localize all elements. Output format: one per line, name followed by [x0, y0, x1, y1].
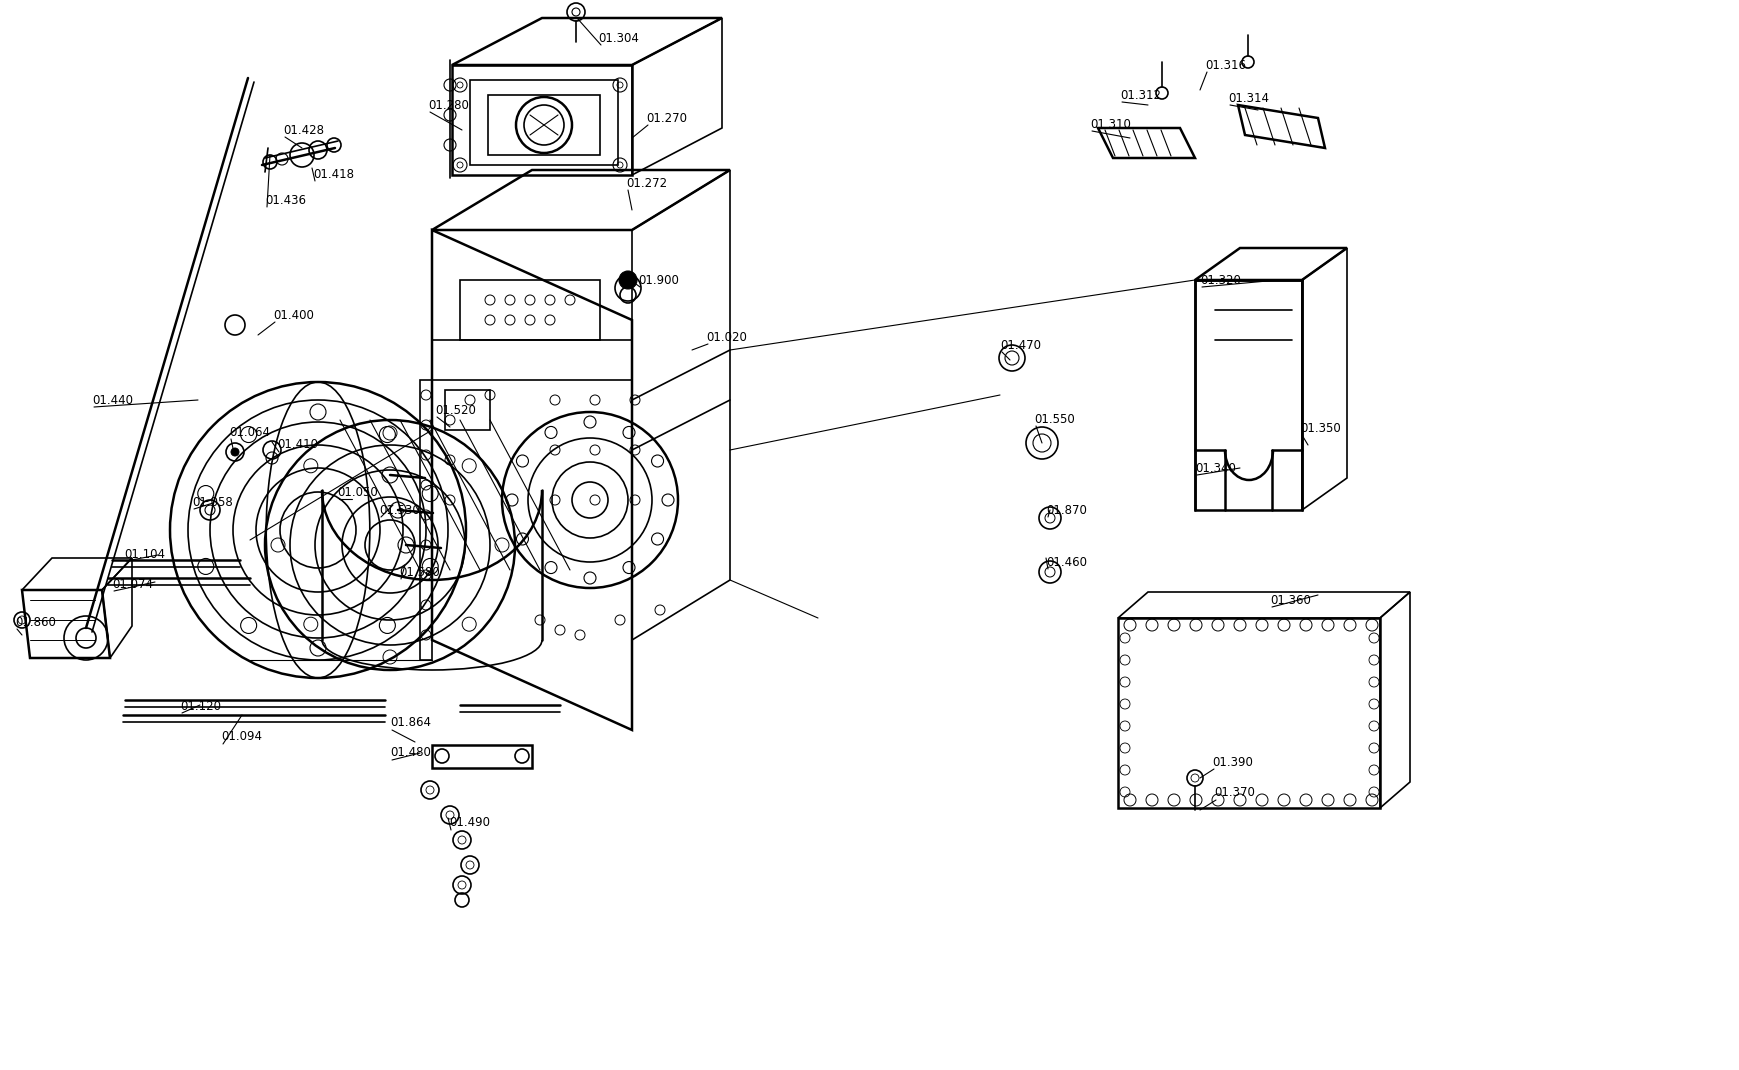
Text: 01.900: 01.900: [638, 274, 678, 287]
Text: 01.304: 01.304: [598, 31, 638, 45]
Text: 01.360: 01.360: [1269, 594, 1309, 607]
Text: 01.390: 01.390: [1212, 755, 1252, 768]
Text: 01.314: 01.314: [1228, 92, 1268, 105]
Text: 01.470: 01.470: [1000, 338, 1040, 352]
Text: 01.550: 01.550: [1033, 413, 1075, 426]
Text: 01.460: 01.460: [1045, 555, 1087, 568]
Text: 01.058: 01.058: [191, 495, 233, 508]
Text: 01.580: 01.580: [398, 566, 440, 579]
Text: 01.104: 01.104: [123, 548, 165, 561]
Text: 01.312: 01.312: [1120, 89, 1160, 102]
Text: 01.064: 01.064: [230, 426, 270, 439]
Text: 01.530: 01.530: [379, 504, 419, 517]
Text: 01.870: 01.870: [1045, 504, 1087, 517]
Circle shape: [619, 271, 636, 289]
Text: 01.410: 01.410: [277, 439, 318, 452]
Text: 01.440: 01.440: [92, 394, 132, 407]
Text: 01.074: 01.074: [111, 578, 153, 591]
Text: 01.480: 01.480: [390, 747, 431, 760]
Text: 01.350: 01.350: [1299, 422, 1341, 434]
Circle shape: [231, 448, 238, 456]
Text: 01.120: 01.120: [179, 700, 221, 713]
Text: 01.320: 01.320: [1200, 274, 1240, 287]
Text: 01.310: 01.310: [1089, 118, 1130, 131]
Text: 01.270: 01.270: [645, 111, 687, 124]
Text: 01.316: 01.316: [1205, 59, 1245, 72]
Text: 01.490: 01.490: [449, 816, 490, 829]
Text: 01.860: 01.860: [16, 615, 56, 628]
Text: 01.400: 01.400: [273, 308, 313, 321]
Text: 01.020: 01.020: [706, 331, 746, 343]
Text: 01.094: 01.094: [221, 731, 263, 744]
Text: 01.436: 01.436: [264, 194, 306, 207]
Text: 01.370: 01.370: [1214, 786, 1254, 799]
Text: 01.520: 01.520: [435, 403, 475, 416]
Text: 01.418: 01.418: [313, 168, 353, 181]
Text: 01.050: 01.050: [337, 486, 377, 499]
Text: 01.340: 01.340: [1195, 461, 1235, 474]
Text: 01.428: 01.428: [283, 123, 323, 137]
Text: 01.864: 01.864: [390, 717, 431, 730]
Text: 01.280: 01.280: [428, 98, 468, 111]
Text: 01.272: 01.272: [626, 177, 666, 189]
